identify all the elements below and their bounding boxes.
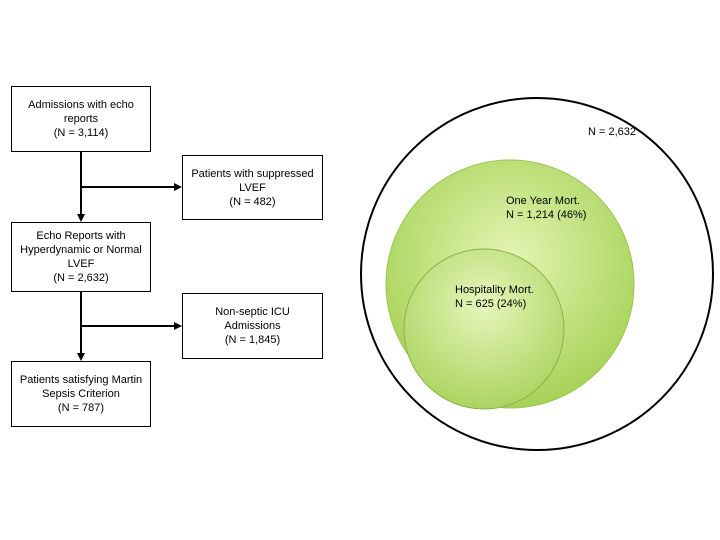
non-septic-box: Non-septic ICU Admissions (N = 1,845) (182, 293, 323, 359)
nonseptic-text: Non-septic ICU Admissions (215, 306, 290, 332)
suppressed-count: (N = 482) (229, 195, 276, 208)
suppressed-lvef-box: Patients with suppressed LVEF (N = 482) (182, 155, 323, 220)
venn-one-year-label: One Year Mort. N = 1,214 (46%) (506, 195, 587, 221)
suppressed-text: Patients with suppressed LVEF (191, 167, 314, 194)
venn-hospital-circle (403, 248, 565, 410)
martin-sepsis-box: Patients satisfying Martin Sepsis Criter… (11, 361, 151, 427)
admissions-text: Admissions with echo reports (28, 99, 134, 125)
admissions-count: (N = 3,114) (53, 127, 109, 139)
martin-text: Patients satisfying Martin Sepsis Criter… (19, 374, 143, 400)
martin-count: (N = 787) (57, 402, 105, 414)
echo-text: Echo Reports with Hyperdynamic or Normal… (20, 230, 142, 270)
venn-hospital-label: Hospitality Mort. N = 625 (24%) (455, 284, 534, 310)
echo-count: (N = 2,632) (53, 272, 109, 284)
admissions-box: Admissions with echo reports (N = 3,114) (11, 86, 151, 152)
nonseptic-count: (N = 1,845) (224, 334, 281, 346)
echo-reports-box: Echo Reports with Hyperdynamic or Normal… (11, 222, 151, 292)
venn-outer-label: N = 2,632 (588, 126, 637, 138)
